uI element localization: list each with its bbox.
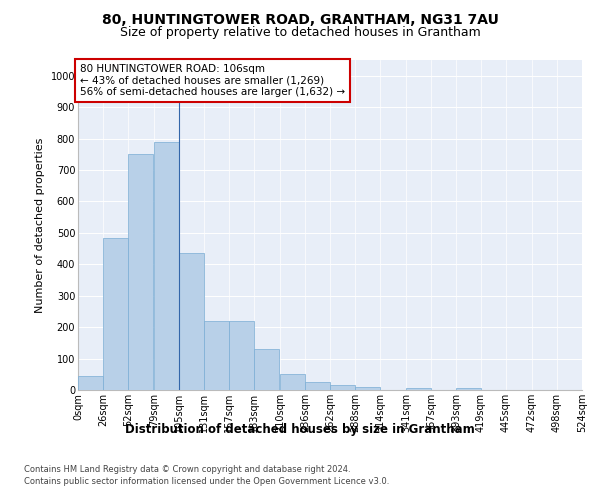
Text: 80, HUNTINGTOWER ROAD, GRANTHAM, NG31 7AU: 80, HUNTINGTOWER ROAD, GRANTHAM, NG31 7A… [101,12,499,26]
Bar [154,142,179,390]
Bar [78,376,103,390]
Bar [280,374,305,390]
Bar [103,238,128,390]
Bar [330,386,355,390]
Bar [355,387,380,390]
Text: 80 HUNTINGTOWER ROAD: 106sqm
← 43% of detached houses are smaller (1,269)
56% of: 80 HUNTINGTOWER ROAD: 106sqm ← 43% of de… [80,64,345,97]
Text: Distribution of detached houses by size in Grantham: Distribution of detached houses by size … [125,422,475,436]
Text: Contains public sector information licensed under the Open Government Licence v3: Contains public sector information licen… [24,478,389,486]
Bar [229,322,254,390]
Text: Contains HM Land Registry data © Crown copyright and database right 2024.: Contains HM Land Registry data © Crown c… [24,465,350,474]
Text: Size of property relative to detached houses in Grantham: Size of property relative to detached ho… [119,26,481,39]
Y-axis label: Number of detached properties: Number of detached properties [35,138,45,312]
Bar [179,254,204,390]
Bar [305,382,330,390]
Bar [406,388,431,390]
Bar [456,388,481,390]
Bar [204,322,229,390]
Bar [254,349,279,390]
Bar [128,154,153,390]
